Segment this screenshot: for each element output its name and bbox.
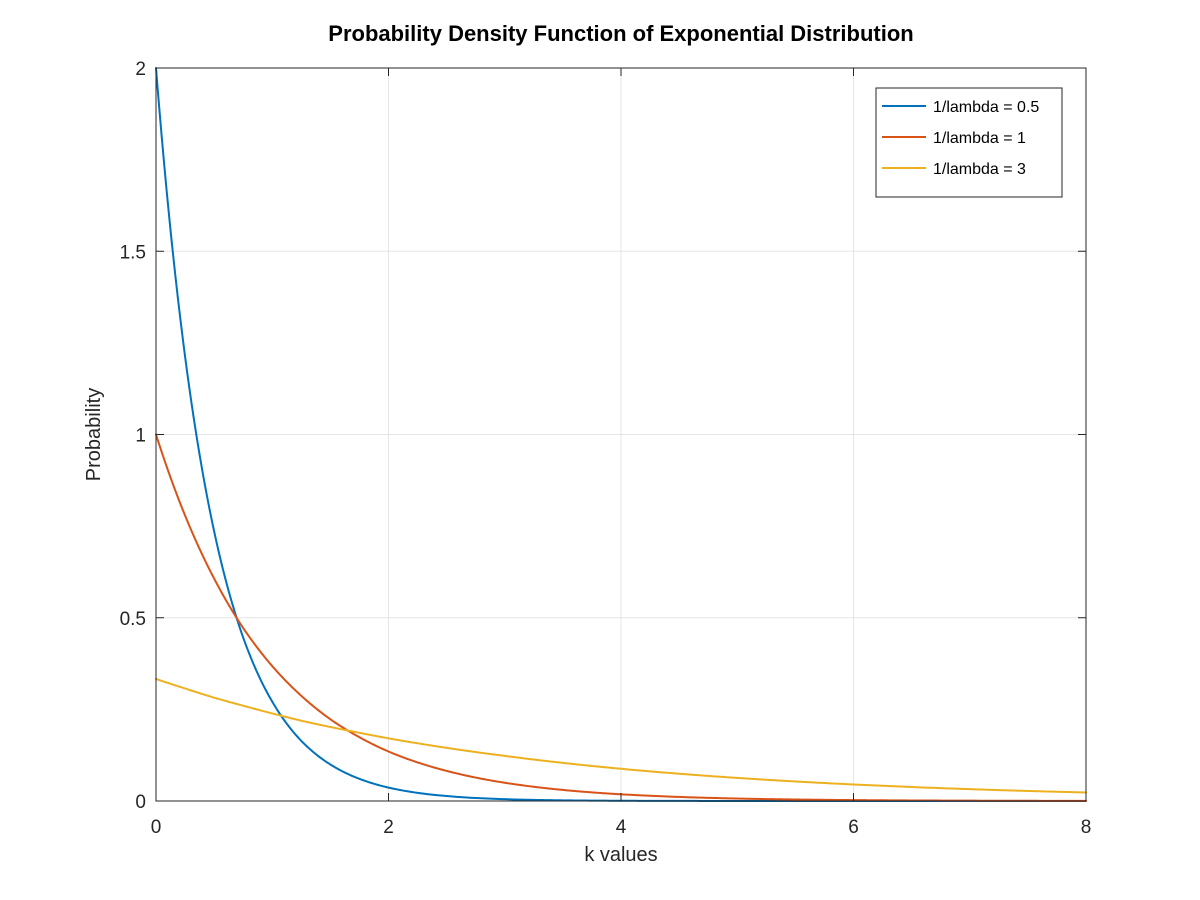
x-tick-label: 2	[383, 817, 394, 838]
legend-label-2: 1/lambda = 1	[933, 130, 1026, 147]
y-tick-label: 2	[135, 59, 146, 80]
y-tick-label: 1	[135, 426, 146, 447]
x-tick-label: 6	[848, 817, 859, 838]
legend-label-3: 1/lambda = 3	[933, 161, 1026, 178]
x-tick-label: 8	[1081, 817, 1092, 838]
y-tick-label: 1.5	[120, 242, 146, 263]
y-tick-label: 0.5	[120, 609, 146, 630]
x-tick-label: 0	[151, 817, 162, 838]
y-axis-label: Probability	[83, 388, 105, 481]
x-tick-label: 4	[616, 817, 627, 838]
y-tick-label: 0	[135, 792, 146, 813]
x-axis-label: k values	[584, 844, 657, 866]
legend: 1/lambda = 0.5 1/lambda = 1 1/lambda = 3	[876, 88, 1062, 197]
legend-label-1: 1/lambda = 0.5	[933, 99, 1039, 116]
chart-title: Probability Density Function of Exponent…	[328, 21, 913, 46]
